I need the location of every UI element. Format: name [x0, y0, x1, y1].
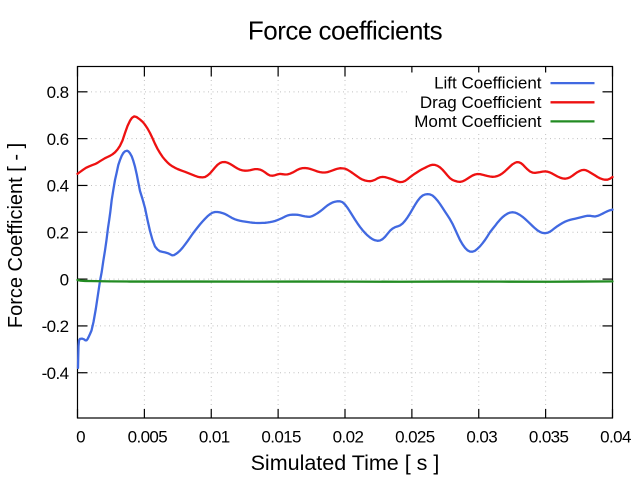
svg-text:0.01: 0.01	[199, 428, 230, 447]
svg-text:0.005: 0.005	[128, 428, 168, 447]
svg-text:0.025: 0.025	[395, 428, 435, 447]
svg-text:0.03: 0.03	[466, 428, 497, 447]
svg-text:0: 0	[60, 270, 69, 289]
svg-text:0.4: 0.4	[47, 177, 69, 196]
svg-text:Drag Coefficient: Drag Coefficient	[420, 93, 542, 112]
svg-text:Lift Coefficient: Lift Coefficient	[434, 74, 542, 93]
svg-text:0.035: 0.035	[529, 428, 569, 447]
svg-text:-0.4: -0.4	[42, 364, 69, 383]
svg-text:0.6: 0.6	[47, 130, 69, 149]
svg-text:0.02: 0.02	[333, 428, 364, 447]
svg-text:Force coefficients: Force coefficients	[248, 16, 443, 46]
svg-text:Momt Coefficient: Momt Coefficient	[414, 112, 542, 131]
svg-text:0.2: 0.2	[47, 223, 69, 242]
svg-text:Force Coefficient [ - ]: Force Coefficient [ - ]	[5, 143, 27, 328]
svg-text:0.8: 0.8	[47, 83, 69, 102]
svg-text:0: 0	[76, 428, 85, 447]
svg-text:Simulated Time [ s ]: Simulated Time [ s ]	[251, 451, 440, 475]
svg-text:0.015: 0.015	[261, 428, 301, 447]
svg-text:0.04: 0.04	[600, 428, 631, 447]
svg-text:-0.2: -0.2	[42, 317, 69, 336]
